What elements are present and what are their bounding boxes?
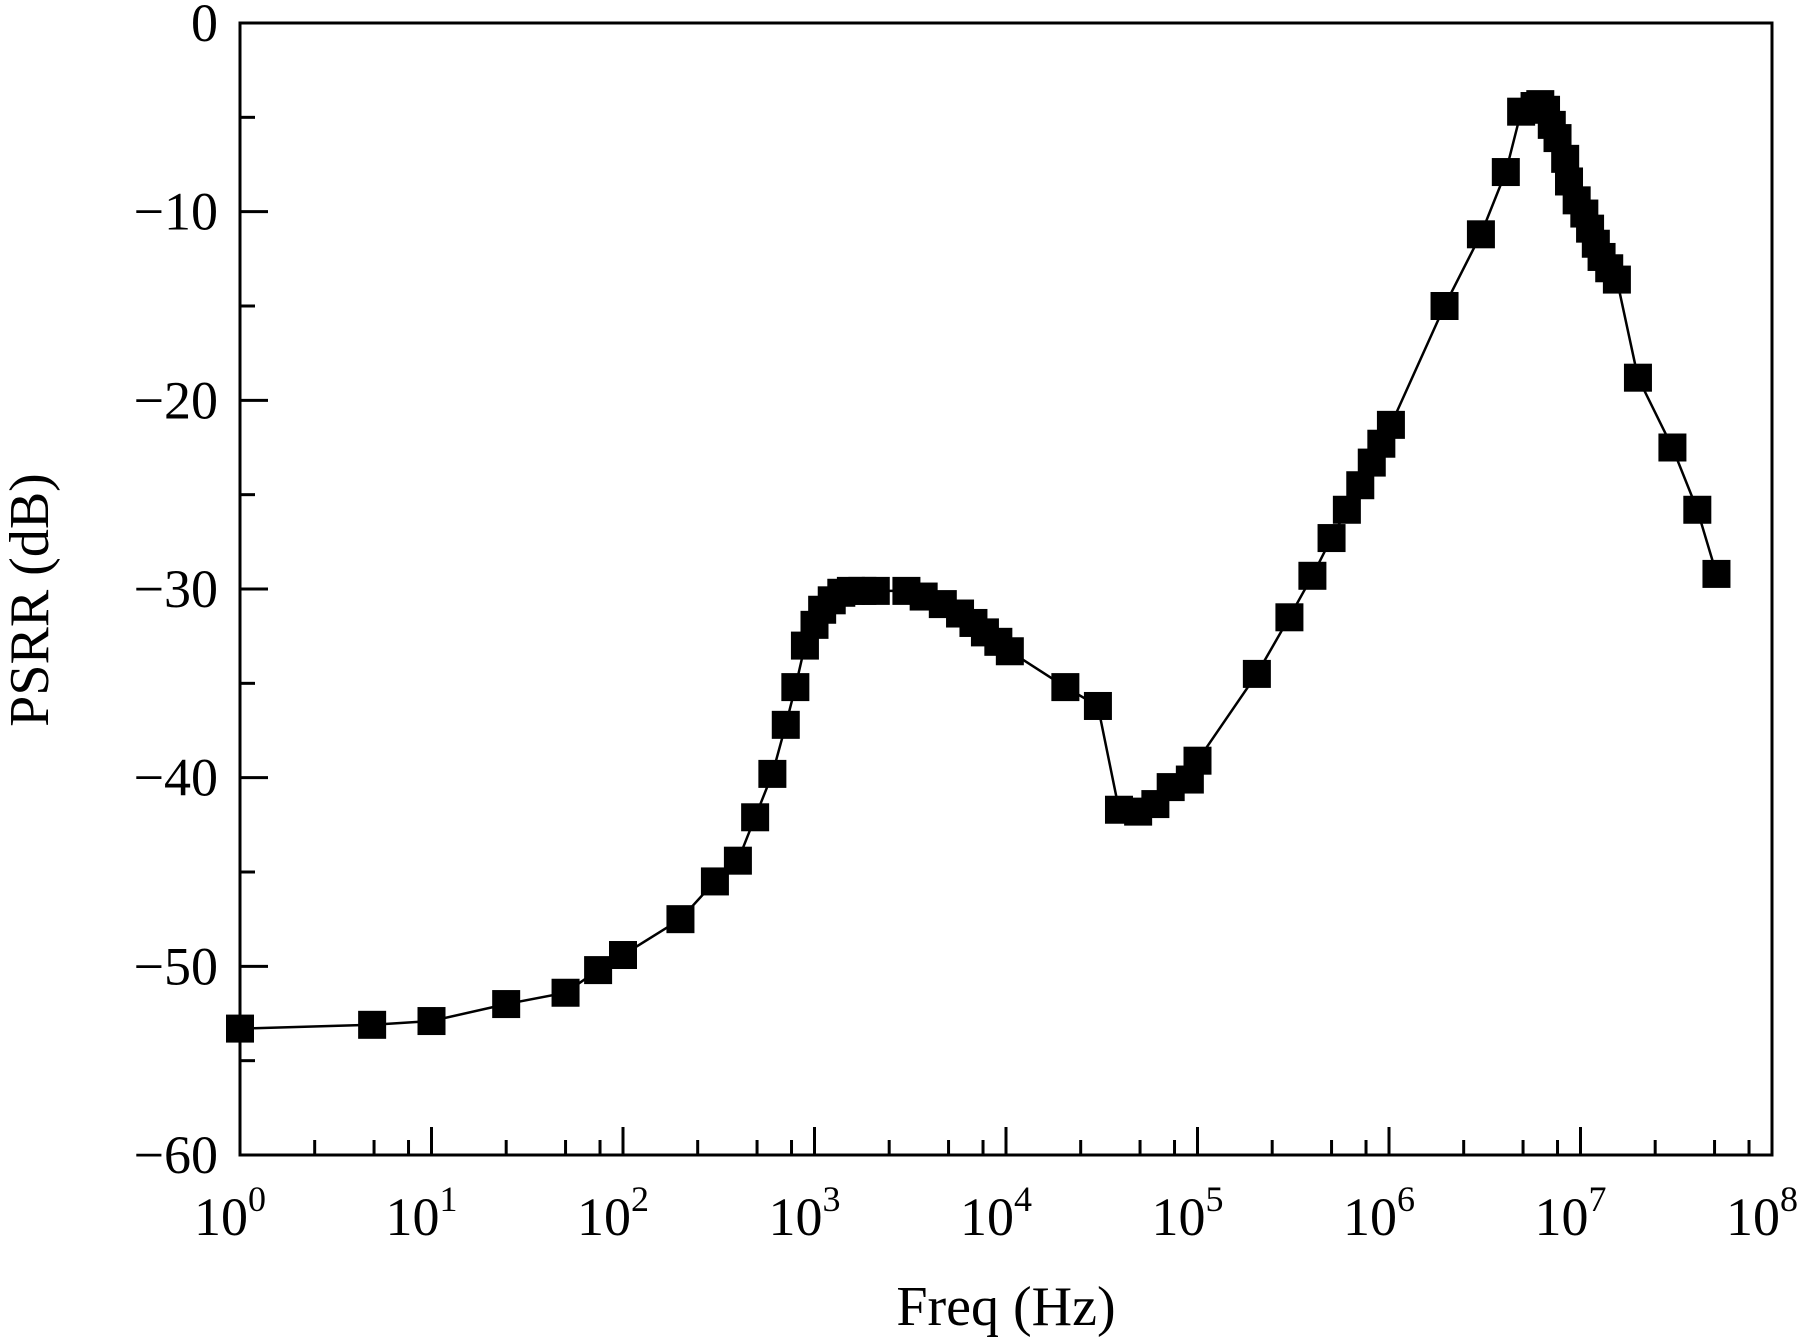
x-tick-exponent: 3 [823, 1179, 841, 1219]
x-tick-exponent: 7 [1589, 1179, 1607, 1219]
data-point [1298, 561, 1327, 590]
axis-ticks [240, 115, 1751, 1155]
y-axis-label: PSRR (dB) [0, 473, 61, 727]
data-point [1317, 524, 1346, 553]
data-point [1376, 410, 1405, 439]
data-point [1242, 659, 1271, 688]
y-tick-label: −10 [134, 182, 218, 242]
data-point [1623, 363, 1652, 392]
data-point [609, 941, 637, 970]
x-tick-exponent: 6 [1397, 1179, 1415, 1219]
plot-frame [238, 21, 1774, 1157]
data-point [758, 759, 787, 788]
x-tick-label: 103 [769, 1179, 841, 1247]
series-line [239, 102, 1718, 1030]
data-point [1683, 495, 1712, 524]
data-point [551, 978, 580, 1007]
data-point [666, 905, 695, 934]
y-tick-label: 0 [191, 0, 218, 53]
x-tick-exponent: 4 [1014, 1179, 1032, 1219]
data-point [1491, 158, 1520, 187]
series-markers [226, 90, 1731, 1043]
x-tick-labels: 100 101 102 103 104 105 106 107 108 [194, 1179, 1798, 1247]
x-axis-label: Freq (Hz) [896, 1276, 1115, 1338]
data-point [358, 1010, 387, 1039]
data-point [417, 1007, 446, 1036]
data-point [995, 637, 1024, 666]
x-tick-exponent: 8 [1780, 1179, 1798, 1219]
x-tick-exponent: 5 [1206, 1179, 1224, 1219]
data-point [723, 846, 752, 875]
x-tick-label: 102 [577, 1179, 649, 1247]
x-tick-label: 101 [386, 1179, 458, 1247]
x-tick-exponent: 0 [248, 1179, 266, 1219]
data-point [1051, 673, 1080, 702]
data-point [1602, 265, 1631, 294]
x-tick-label: 106 [1343, 1179, 1415, 1247]
x-tick-label: 104 [960, 1179, 1032, 1247]
data-point [1430, 292, 1459, 320]
x-tick-label: 108 [1726, 1179, 1798, 1247]
x-tick-exponent: 1 [440, 1179, 458, 1219]
y-tick-label: −20 [134, 370, 218, 430]
y-tick-label: −50 [134, 936, 218, 996]
data-point [492, 990, 521, 1019]
data-point [1466, 220, 1495, 249]
x-tick-exponent: 2 [631, 1179, 649, 1219]
data-point [584, 956, 613, 985]
x-tick-label: 105 [1152, 1179, 1224, 1247]
data-point [1658, 433, 1687, 462]
data-point [1702, 559, 1731, 588]
data-point [1275, 603, 1304, 632]
data-point [1332, 495, 1361, 524]
data-point [771, 710, 800, 739]
data-point [1083, 691, 1112, 720]
data-point [1183, 746, 1212, 775]
x-tick-label: 107 [1535, 1179, 1607, 1247]
data-point [781, 673, 810, 702]
y-tick-label: −40 [134, 748, 218, 808]
y-tick-label: −60 [134, 1125, 218, 1185]
y-tick-label: −30 [134, 559, 218, 619]
x-tick-label: 100 [194, 1179, 266, 1247]
y-tick-labels: 0 −10 −20 −30 −40 −50 −60 [134, 0, 218, 1185]
data-point [861, 576, 890, 605]
data-point [741, 803, 770, 832]
